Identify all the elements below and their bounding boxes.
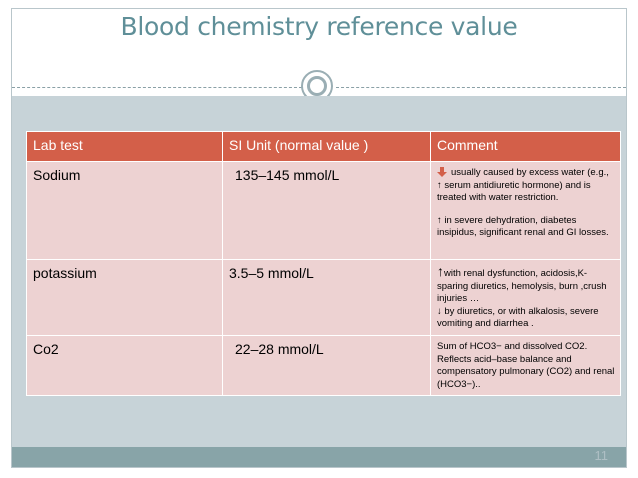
- cell-lab-test: Sodium: [26, 161, 223, 260]
- cell-si-unit: 22–28 mmol/L: [222, 334, 431, 397]
- cell-comment: usually caused by excess water (e.g., ↑ …: [430, 161, 621, 260]
- column-header-lab-test: Lab test: [26, 131, 223, 162]
- page-number: 11: [594, 448, 609, 463]
- divider-left: [12, 87, 302, 88]
- comment-text: ↑with renal dysfunction, acidosis,K-spar…: [431, 260, 620, 335]
- up-arrow-icon: ↑: [437, 263, 444, 279]
- comment-line: ↑with renal dysfunction, acidosis,K-spar…: [437, 263, 616, 306]
- slide-title: Blood chemistry reference value: [120, 12, 518, 41]
- normal-value: 22–28 mmol/L: [235, 340, 324, 357]
- normal-value: 135–145 mmol/L: [235, 167, 340, 183]
- normal-value: 3.5–5 mmol/L: [229, 265, 314, 281]
- comment-line: Sum of HCO3− and dissolved CO2. Reflects…: [437, 340, 615, 390]
- cell-lab-test: potassium: [26, 259, 223, 336]
- column-header-comment: Comment: [430, 131, 621, 162]
- down-arrow-icon: [437, 167, 447, 178]
- table-header-row: Lab test SI Unit (normal value ) Comment: [26, 131, 621, 162]
- divider-right: [336, 87, 626, 88]
- cell-si-unit: 3.5–5 mmol/L: [222, 259, 431, 336]
- comment-line-text: with renal dysfunction, acidosis,K-spari…: [437, 268, 607, 305]
- comment-line: ↑ in severe dehydration, diabetes insipi…: [437, 214, 609, 239]
- comment-line-text: usually caused by excess water (e.g., ↑ …: [437, 167, 609, 204]
- table-row: Sodium 135–145 mmol/L usually caused by …: [26, 161, 621, 260]
- reference-table: Lab test SI Unit (normal value ) Comment…: [26, 131, 621, 397]
- comment-text: Sum of HCO3− and dissolved CO2. Reflects…: [431, 336, 620, 395]
- comment-line: usually caused by excess water (e.g., ↑ …: [437, 167, 616, 205]
- cell-lab-test: Co2: [26, 334, 223, 397]
- column-header-si-unit: SI Unit (normal value ): [222, 131, 431, 162]
- cell-si-unit: 135–145 mmol/L: [222, 161, 431, 260]
- comment-text: usually caused by excess water (e.g., ↑ …: [431, 162, 620, 244]
- cell-comment: Sum of HCO3− and dissolved CO2. Reflects…: [430, 334, 621, 397]
- lab-test-name: Sodium: [33, 167, 81, 183]
- bottom-bar: [12, 447, 626, 467]
- lab-test-name: Co2: [33, 340, 59, 357]
- comment-line: ↓ by diuretics, or with alkalosis, sever…: [437, 305, 599, 330]
- lab-test-name: potassium: [33, 265, 97, 281]
- cell-comment: ↑with renal dysfunction, acidosis,K-spar…: [430, 259, 621, 336]
- table-row: Co2 22–28 mmol/L Sum of HCO3− and dissol…: [26, 334, 621, 397]
- table-row: potassium 3.5–5 mmol/L ↑with renal dysfu…: [26, 259, 621, 336]
